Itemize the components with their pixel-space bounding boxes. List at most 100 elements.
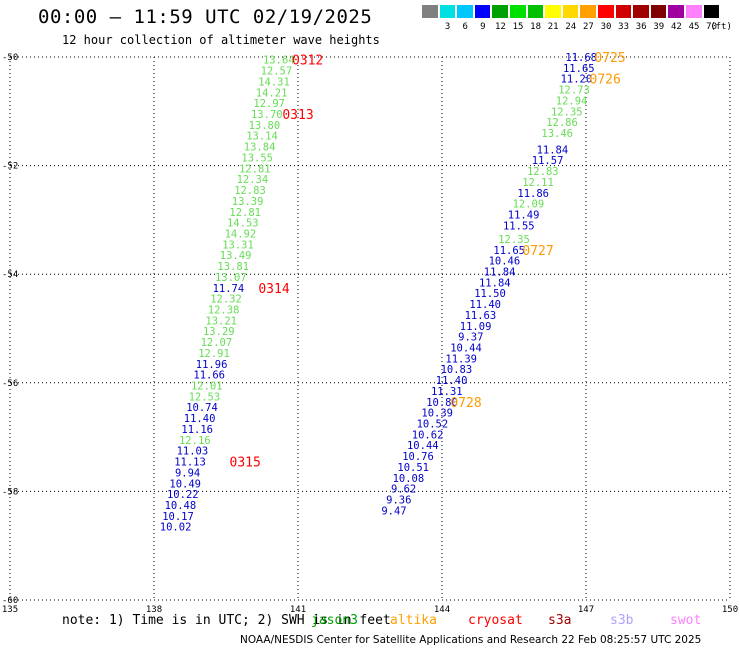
swh-value-label: 12.34: [237, 174, 269, 186]
x-tick-label: 138: [146, 605, 162, 615]
pass-time-label: 0728: [450, 396, 481, 411]
swh-value-label: 11.49: [508, 209, 540, 221]
swh-value-label: 12.09: [513, 199, 545, 211]
pass-time-label: 0315: [230, 456, 261, 471]
swh-value-label: 13.14: [246, 131, 278, 143]
swh-value-label: 10.80: [426, 397, 458, 409]
legend-swatch: [614, 4, 633, 19]
swh-value-label: 13.64: [263, 55, 295, 67]
swh-value-label: 10.62: [412, 429, 444, 441]
x-tick-label: 135: [2, 605, 18, 615]
swh-value-label: 11.03: [177, 446, 209, 458]
satellite-label-s3a: s3a: [548, 613, 572, 628]
pass-time-label: 0314: [258, 282, 289, 297]
pass-time-label: 0313: [282, 108, 313, 123]
swh-value-label: 10.44: [407, 440, 439, 452]
swh-value-label: 12.83: [527, 166, 559, 178]
legend-swatch: [632, 4, 650, 19]
chart-title: 00:00 – 11:59 UTC 02/19/2025: [38, 6, 373, 28]
swh-value-label: 11.86: [517, 188, 549, 200]
swh-value-label: 11.74: [213, 283, 245, 295]
swh-value-label: 11.84: [479, 277, 511, 289]
swh-value-label: 10.22: [167, 489, 199, 501]
y-tick-label: -58: [2, 487, 18, 497]
pass-time-label: 0726: [590, 73, 621, 88]
legend-swatch: [579, 4, 597, 19]
swh-value-label: 14.53: [227, 218, 259, 230]
legend-tick-label: 36: [635, 22, 647, 32]
legend-tick-label: 21: [547, 22, 559, 32]
swh-value-label: 12.35: [498, 234, 530, 246]
legend-swatch: [649, 4, 668, 19]
swh-value-label: 11.63: [465, 310, 497, 322]
legend-swatch: [597, 4, 615, 19]
swh-value-label: 12.57: [261, 66, 293, 78]
swh-value-label: 11.50: [474, 288, 506, 300]
legend-tick-label: 24: [565, 22, 577, 32]
swh-value-label: 13.07: [215, 272, 247, 284]
swh-value-label: 9.47: [381, 505, 406, 517]
swh-value-label: 13.70: [251, 109, 283, 121]
swh-value-label: 11.68: [565, 52, 597, 64]
swh-value-label: 14.21: [256, 87, 288, 99]
swh-value-label: 13.55: [241, 152, 273, 164]
swh-value-label: 11.39: [445, 353, 477, 365]
legend-tick-label: 9: [480, 22, 486, 32]
legend-tick-label: 45: [688, 22, 700, 32]
legend-swatch: [702, 4, 721, 19]
swh-value-label: 11.16: [181, 424, 213, 436]
swh-value-label: 11.65: [563, 63, 595, 75]
swh-value-label: 12.07: [201, 337, 233, 349]
swh-value-label: 11.09: [460, 321, 492, 333]
satellite-label-cryosat: cryosat: [468, 613, 523, 628]
swh-value-label: 10.83: [441, 364, 473, 376]
swh-value-label: 11.57: [532, 155, 564, 167]
legend-swatch: [438, 4, 457, 19]
swh-value-label: 11.84: [484, 266, 516, 278]
swh-value-label: 12.81: [239, 163, 271, 175]
swh-value-label: 9.37: [458, 332, 483, 344]
swh-value-label: 11.55: [503, 220, 535, 232]
footer-note: note: 1) Time is in UTC; 2) SWH is in fe…: [62, 613, 391, 628]
pass-time-label: 0727: [522, 244, 553, 259]
swh-value-label: 11.96: [196, 359, 228, 371]
swh-value-label: 10.49: [169, 478, 201, 490]
satellite-label-jason3: jason3: [311, 613, 358, 628]
swh-value-label: 12.83: [234, 185, 266, 197]
swh-value-label: 13.49: [220, 250, 252, 262]
legend-tick-label: 12: [494, 22, 506, 32]
swh-value-label: 10.76: [402, 451, 434, 463]
swh-value-label: 11.40: [436, 375, 468, 387]
y-tick-label: -56: [2, 379, 18, 389]
swh-value-label: 12.91: [198, 348, 230, 360]
swh-value-label: 12.81: [229, 207, 261, 219]
swh-value-label: 12.94: [556, 95, 588, 107]
swh-value-label: 12.53: [189, 391, 221, 403]
x-tick-label: 144: [434, 605, 450, 615]
legend-tick-label: 18: [530, 22, 542, 32]
swh-value-label: 13.84: [244, 142, 276, 154]
satellite-label-s3b: s3b: [610, 613, 634, 628]
legend-swatch: [526, 4, 545, 19]
swh-value-label: 12.16: [179, 435, 211, 447]
legend-tick-label: 15: [512, 22, 524, 32]
swh-value-label: 11.20: [561, 74, 593, 86]
swh-value-label: 10.44: [450, 343, 482, 355]
swh-value-label: 11.13: [174, 457, 206, 469]
swh-value-label: 9.94: [175, 467, 200, 479]
legend-tick-label: 33: [618, 22, 630, 32]
swh-value-label: 13.81: [217, 261, 249, 273]
swh-value-label: 12.35: [551, 106, 583, 118]
swh-value-label: 12.38: [208, 304, 240, 316]
swh-value-label: 12.32: [210, 294, 242, 306]
satellite-label-swot: swot: [670, 613, 702, 628]
legend-swatch: [473, 4, 492, 19]
x-tick-label: 147: [578, 605, 594, 615]
x-tick-label: 150: [722, 605, 738, 615]
y-tick-label: -50: [2, 53, 18, 63]
legend-swatch: [456, 4, 474, 19]
x-tick-label: 141: [290, 605, 306, 615]
swh-value-label: 11.40: [184, 413, 216, 425]
legend-swatch: [544, 4, 562, 19]
